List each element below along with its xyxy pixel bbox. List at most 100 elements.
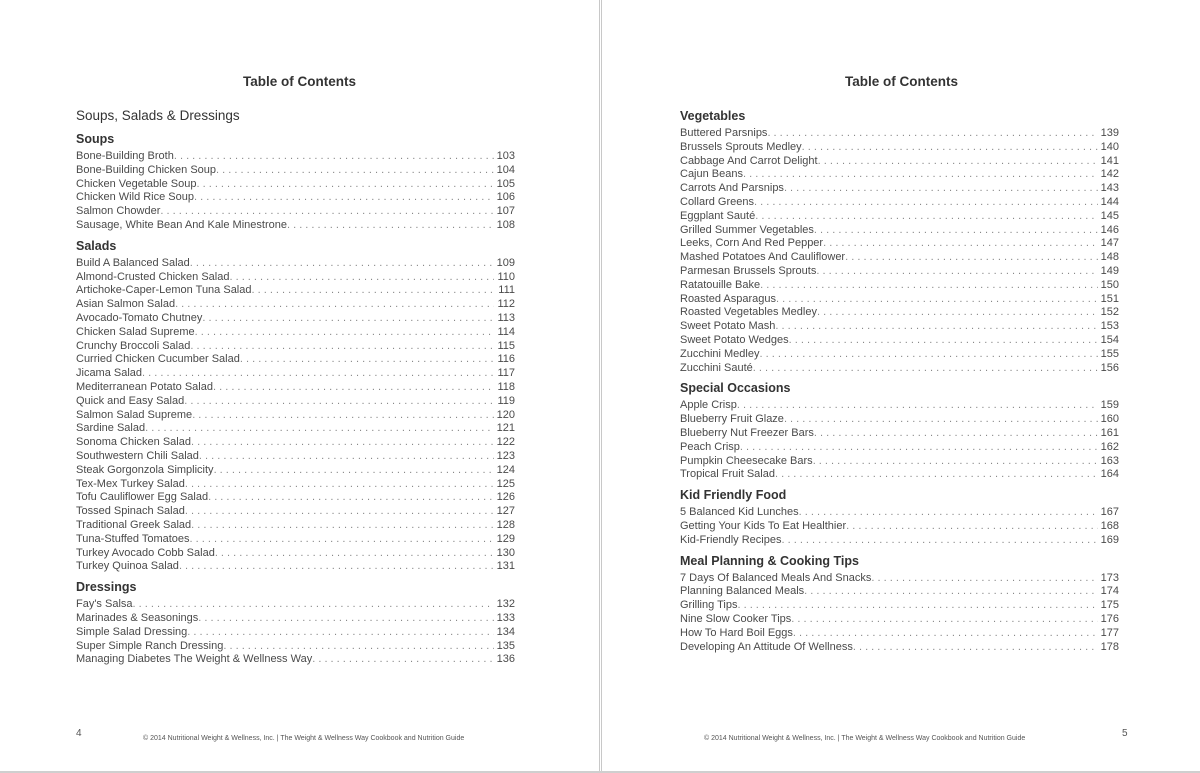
toc-entry[interactable]: Steak Gorgonzola Simplicity 124 <box>76 464 515 478</box>
toc-entry[interactable]: Peach Crisp 162 <box>680 441 1119 455</box>
dot-leader <box>799 506 1098 520</box>
toc-entry[interactable]: Getting Your Kids To Eat Healthier 168 <box>680 520 1119 534</box>
toc-entry[interactable]: Carrots And Parsnips 143 <box>680 182 1119 196</box>
entry-title: Turkey Quinoa Salad <box>76 560 179 573</box>
toc-entry[interactable]: Tex-Mex Turkey Salad 125 <box>76 478 515 492</box>
section-heading: Meal Planning & Cooking Tips <box>680 553 859 568</box>
entry-page-number: 148 <box>1100 251 1119 264</box>
toc-entry[interactable]: Chicken Vegetable Soup 105 <box>76 178 515 192</box>
toc-entry[interactable]: Buttered Parsnips 139 <box>680 127 1119 141</box>
toc-entry[interactable]: Tossed Spinach Salad 127 <box>76 505 515 519</box>
dot-leader <box>312 653 493 667</box>
toc-entry[interactable]: Roasted Vegetables Medley 152 <box>680 306 1119 320</box>
entry-title: Southwestern Chili Salad <box>76 449 199 462</box>
toc-entry[interactable]: Blueberry Nut Freezer Bars 161 <box>680 427 1119 441</box>
entry-page-number: 117 <box>497 367 515 380</box>
toc-entry[interactable]: Salmon Chowder 107 <box>76 205 515 219</box>
dot-leader <box>814 427 1098 441</box>
section-heading: Vegetables <box>680 109 746 123</box>
toc-entry[interactable]: Brussels Sprouts Medley 140 <box>680 141 1119 155</box>
entry-page-number: 173 <box>1100 571 1119 584</box>
entry-title: Buttered Parsnips <box>680 127 768 139</box>
entry-page-number: 113 <box>497 311 515 324</box>
toc-entry[interactable]: Sardine Salad 121 <box>76 422 515 436</box>
dot-leader <box>214 464 494 478</box>
toc-entry[interactable]: Developing An Attitude Of Wellness 178 <box>680 641 1119 655</box>
toc-entry[interactable]: Traditional Greek Salad 128 <box>76 519 515 533</box>
toc-entry[interactable]: Pumpkin Cheesecake Bars 163 <box>680 455 1119 469</box>
toc-entry[interactable]: Eggplant Sauté 145 <box>680 210 1119 224</box>
toc-entry[interactable]: Cajun Beans 142 <box>680 168 1119 182</box>
toc-entry[interactable]: Marinades & Seasonings 133 <box>76 612 515 626</box>
toc-entry[interactable]: Tofu Cauliflower Egg Salad 126 <box>76 491 515 505</box>
dot-leader <box>846 520 1098 534</box>
toc-entry[interactable]: Fay's Salsa 132 <box>76 598 515 612</box>
toc-entry[interactable]: Collard Greens 144 <box>680 196 1119 210</box>
toc-entry[interactable]: Artichoke-Caper-Lemon Tuna Salad 111 <box>76 284 515 298</box>
toc-entry[interactable]: Turkey Quinoa Salad 131 <box>76 560 515 574</box>
toc-entry[interactable]: Super Simple Ranch Dressing 135 <box>76 640 515 654</box>
toc-entry[interactable]: Zucchini Sauté 156 <box>680 362 1119 376</box>
toc-entry[interactable]: Quick and Easy Salad 119 <box>76 395 515 409</box>
toc-entry[interactable]: Kid-Friendly Recipes 169 <box>680 534 1119 548</box>
toc-entry[interactable]: Cabbage And Carrot Delight 141 <box>680 155 1119 169</box>
toc-entry[interactable]: Tuna-Stuffed Tomatoes 129 <box>76 533 515 547</box>
toc-entry[interactable]: Curried Chicken Cucumber Salad 116 <box>76 353 515 367</box>
entry-title: Almond-Crusted Chicken Salad <box>76 270 230 283</box>
toc-entry[interactable]: Roasted Asparagus 151 <box>680 293 1119 307</box>
toc-entry[interactable]: Turkey Avocado Cobb Salad 130 <box>76 547 515 561</box>
toc-entry[interactable]: Zucchini Medley 155 <box>680 348 1119 362</box>
toc-entry[interactable]: Nine Slow Cooker Tips 176 <box>680 613 1119 627</box>
toc-entry[interactable]: Tropical Fruit Salad 164 <box>680 468 1119 482</box>
toc-entry[interactable]: Mediterranean Potato Salad 118 <box>76 381 515 395</box>
toc-entry[interactable]: Blueberry Fruit Glaze 160 <box>680 413 1119 427</box>
dot-leader <box>804 585 1098 599</box>
toc-entry[interactable]: Planning Balanced Meals 174 <box>680 585 1119 599</box>
dot-leader <box>793 627 1098 641</box>
toc-entry[interactable]: Sonoma Chicken Salad 122 <box>76 436 515 450</box>
dot-leader <box>174 150 494 164</box>
toc-entry[interactable]: Asian Salmon Salad 112 <box>76 298 515 312</box>
entry-title: Developing An Attitude Of Wellness <box>680 640 853 653</box>
entry-page-number: 144 <box>1100 195 1119 208</box>
toc-entry[interactable]: Chicken Salad Supreme 114 <box>76 326 515 340</box>
toc-entry[interactable]: 7 Days Of Balanced Meals And Snacks 173 <box>680 572 1119 586</box>
toc-entry[interactable]: Grilling Tips 175 <box>680 599 1119 613</box>
toc-entry[interactable]: Bone-Building Broth 103 <box>76 150 515 164</box>
toc-entry[interactable]: Leeks, Corn And Red Pepper 147 <box>680 237 1119 251</box>
dot-leader <box>145 422 494 436</box>
toc-entry[interactable]: Salmon Salad Supreme 120 <box>76 409 515 423</box>
dot-leader <box>755 210 1097 224</box>
entry-page-number: 153 <box>1100 320 1119 333</box>
entry-title: Tuna-Stuffed Tomatoes <box>76 532 190 545</box>
toc-entry[interactable]: Parmesan Brussels Sprouts 149 <box>680 265 1119 279</box>
entry-page-number: 111 <box>498 284 515 297</box>
toc-entry[interactable]: Sweet Potato Wedges 154 <box>680 334 1119 348</box>
toc-entry[interactable]: How To Hard Boil Eggs 177 <box>680 627 1119 641</box>
toc-entry[interactable]: Build A Balanced Salad 109 <box>76 257 515 271</box>
toc-entry[interactable]: Chicken Wild Rice Soup 106 <box>76 191 515 205</box>
toc-entry[interactable]: Ratatouille Bake 150 <box>680 279 1119 293</box>
page-title: Table of Contents <box>845 74 958 89</box>
section-heading: Special Occasions <box>680 381 791 396</box>
entry-title: Zucchini Sauté <box>680 361 753 374</box>
entry-title: Sardine Salad <box>76 422 146 435</box>
toc-entry[interactable]: Jicama Salad 117 <box>76 367 515 381</box>
toc-entry[interactable]: Bone-Building Chicken Soup 104 <box>76 164 515 178</box>
toc-entry[interactable]: Simple Salad Dressing 134 <box>76 626 515 640</box>
toc-entry[interactable]: Mashed Potatoes And Cauliflower 148 <box>680 251 1119 265</box>
toc-entry[interactable]: Sweet Potato Mash 153 <box>680 320 1119 334</box>
toc-entry[interactable]: 5 Balanced Kid Lunches 167 <box>680 506 1119 520</box>
toc-entry[interactable]: Crunchy Broccoli Salad 115 <box>76 340 515 354</box>
toc-entry[interactable]: Avocado-Tomato Chutney 113 <box>76 312 515 326</box>
dot-leader <box>813 455 1098 469</box>
toc-entry[interactable]: Sausage, White Bean And Kale Minestrone 1… <box>76 219 515 233</box>
toc-entry[interactable]: Grilled Summer Vegetables 146 <box>680 224 1119 238</box>
entry-page-number: 161 <box>1100 426 1119 439</box>
entry-page-number: 163 <box>1100 454 1119 467</box>
entry-page-number: 121 <box>496 422 515 435</box>
toc-entry[interactable]: Managing Diabetes The Weight & Wellness … <box>76 653 515 667</box>
toc-entry[interactable]: Southwestern Chili Salad 123 <box>76 450 515 464</box>
toc-entry[interactable]: Apple Crisp 159 <box>680 399 1119 413</box>
toc-entry[interactable]: Almond-Crusted Chicken Salad 110 <box>76 271 515 285</box>
